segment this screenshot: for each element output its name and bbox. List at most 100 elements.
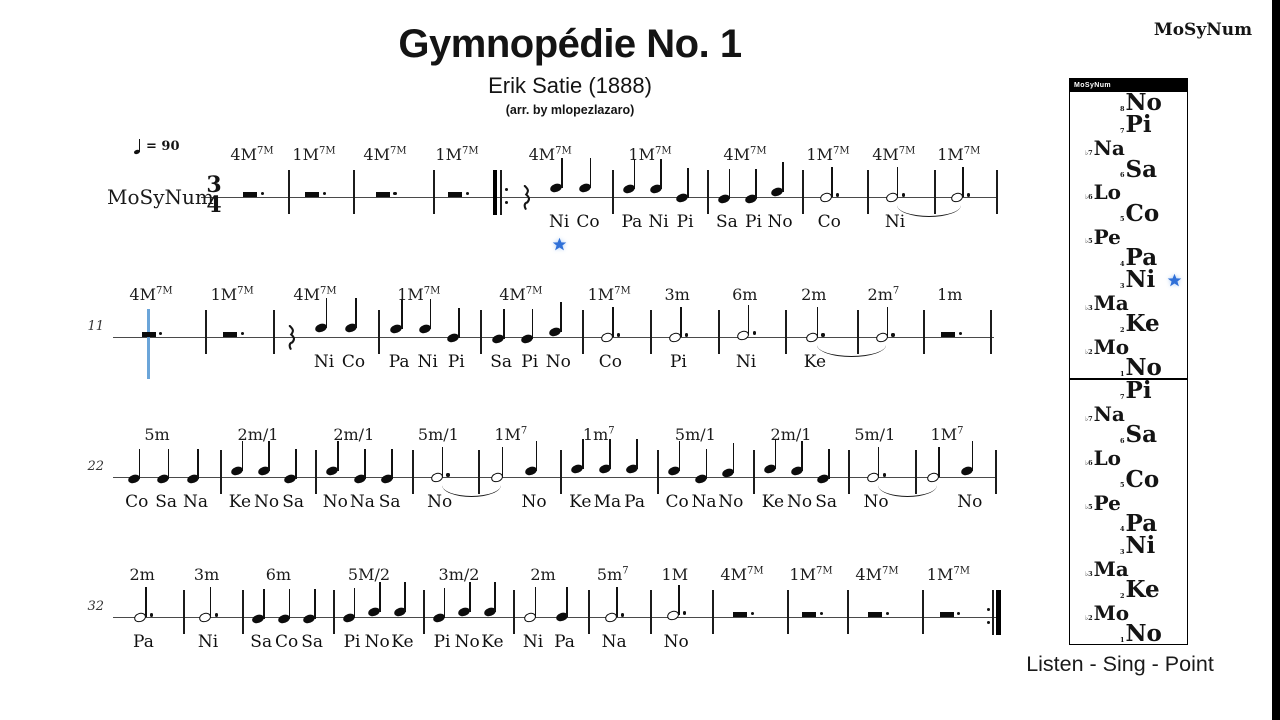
sidebar-syllable-ma: ♭3 Ma bbox=[1070, 291, 1187, 313]
barline bbox=[934, 170, 936, 214]
note-stem bbox=[401, 299, 403, 329]
star-marker bbox=[552, 237, 567, 252]
sidebar-syllable-pe: ♭5 Pe bbox=[1070, 490, 1187, 513]
half-rest bbox=[733, 611, 748, 617]
syllable-label: Co bbox=[1125, 465, 1160, 493]
syllable-label: Ni bbox=[197, 632, 219, 652]
scale-degree: 5 bbox=[1120, 215, 1125, 224]
note-stem bbox=[295, 449, 297, 479]
sidebar-syllable-mo: ♭2 Mo bbox=[1070, 601, 1187, 623]
syllable-label: Co bbox=[817, 212, 841, 232]
quarter-rest bbox=[522, 184, 532, 210]
syllable-label: No bbox=[545, 352, 571, 372]
syllable-label: Co bbox=[341, 352, 366, 372]
barline bbox=[560, 450, 562, 494]
chord-symbol: 1m bbox=[937, 285, 963, 304]
note-stem bbox=[314, 589, 316, 619]
chord-symbol: 1M7 bbox=[494, 425, 528, 444]
repeat-dot bbox=[504, 201, 508, 204]
barline bbox=[753, 450, 755, 494]
chord-symbol: 4M7M bbox=[872, 145, 916, 164]
syllable-label: Na bbox=[691, 492, 717, 512]
sidebar-syllable-na: ♭7 Na bbox=[1070, 136, 1187, 158]
rest-dot bbox=[260, 192, 265, 196]
sidebar-syllable-ni: 3 Ni bbox=[1070, 266, 1187, 293]
note-dot bbox=[752, 331, 756, 335]
syllable-label: Co bbox=[576, 212, 600, 232]
syllable-label: No bbox=[718, 492, 744, 512]
note-stem bbox=[816, 307, 819, 337]
syllable-label: Pi bbox=[433, 632, 451, 652]
syllable-label: Ni bbox=[1125, 266, 1156, 293]
syllable-label: No bbox=[454, 632, 480, 652]
barline bbox=[785, 310, 787, 354]
note-stem bbox=[782, 162, 784, 192]
barline bbox=[718, 310, 720, 354]
syllable-label: Ke bbox=[803, 352, 827, 372]
star-marker bbox=[1167, 273, 1182, 288]
syllable-label: Pi bbox=[676, 212, 694, 232]
syllable-label: Na bbox=[349, 492, 375, 512]
sidebar-syllable-pi: 7 Pi bbox=[1070, 379, 1187, 402]
rest-dot bbox=[159, 332, 163, 336]
staff-line bbox=[113, 337, 994, 339]
sidebar-syllable-sa: 6 Sa bbox=[1070, 155, 1187, 183]
chord-symbol: 2m bbox=[530, 565, 556, 584]
barline bbox=[995, 450, 997, 494]
barline bbox=[513, 590, 515, 634]
syllable-label: Pi bbox=[669, 352, 687, 372]
syllable-label: No bbox=[663, 632, 689, 652]
half-rest bbox=[305, 191, 320, 197]
syllable-label: Pa bbox=[1125, 509, 1158, 537]
note-stem bbox=[197, 449, 199, 479]
sidebar-syllable-no: 8 No bbox=[1070, 91, 1187, 114]
footer-slogan: Listen - Sing - Point bbox=[1026, 652, 1214, 676]
syllable-label: Lo bbox=[1093, 180, 1121, 205]
composer-subtitle: Erik Satie (1888) bbox=[488, 73, 652, 98]
chord-symbol: 1M7M bbox=[587, 285, 631, 304]
staff-label: MoSyNum bbox=[107, 185, 214, 209]
syllable-label: Pi bbox=[343, 632, 361, 652]
barline bbox=[707, 170, 709, 214]
syllable-label: No bbox=[863, 492, 889, 512]
syllable-label: Co bbox=[665, 492, 689, 512]
barline bbox=[333, 590, 335, 634]
mosynum-logo: MoSyNum bbox=[1153, 20, 1253, 40]
syllable-label: Ni bbox=[313, 352, 335, 372]
chord-symbol: 3m bbox=[664, 285, 690, 304]
syllable-label: Pi bbox=[521, 352, 539, 372]
note-stem bbox=[337, 441, 339, 471]
syllable-panel-lower: 7 Pi ♭7 Na 6 Sa ♭6 Lo 5 Co ♭5 Pe 4 Pa 3 Ni ♭3 Ma 2 Ke ♭2 Mo 1 N… bbox=[1069, 379, 1188, 645]
note-dot bbox=[616, 333, 621, 337]
chord-symbol: 3m/2 bbox=[438, 565, 480, 584]
note-stem bbox=[938, 447, 940, 477]
barline bbox=[990, 310, 992, 354]
syllable-label: Pi bbox=[745, 212, 762, 232]
scale-degree: ♭6 bbox=[1085, 459, 1093, 468]
chord-symbol: 4M7M bbox=[723, 145, 767, 164]
syllable-label: Lo bbox=[1093, 446, 1121, 471]
chord-symbol: 2m/1 bbox=[237, 425, 279, 444]
repeat-start-barline bbox=[500, 170, 502, 215]
note-stem bbox=[145, 587, 147, 617]
note-stem bbox=[896, 167, 899, 197]
chord-symbol: 1M7M bbox=[628, 145, 672, 164]
note-stem bbox=[732, 443, 735, 473]
chord-symbol: 1M7M bbox=[435, 145, 479, 164]
chord-symbol: 5m bbox=[144, 425, 170, 444]
half-rest bbox=[939, 611, 954, 617]
barline bbox=[378, 310, 380, 354]
scale-degree: ♭2 bbox=[1085, 347, 1093, 356]
note-dot bbox=[620, 613, 625, 617]
syllable-label: No bbox=[322, 492, 348, 512]
barline bbox=[612, 170, 614, 214]
note-stem bbox=[705, 449, 708, 479]
barline bbox=[288, 170, 290, 214]
sidebar-syllable-pi: 7 Pi bbox=[1070, 113, 1187, 136]
repeat-start-barline bbox=[493, 170, 497, 215]
chord-symbol: 1M7M bbox=[926, 565, 970, 584]
syllable-label: Sa bbox=[1125, 155, 1158, 183]
note-stem bbox=[469, 582, 471, 612]
syllable-label: No bbox=[786, 492, 813, 512]
